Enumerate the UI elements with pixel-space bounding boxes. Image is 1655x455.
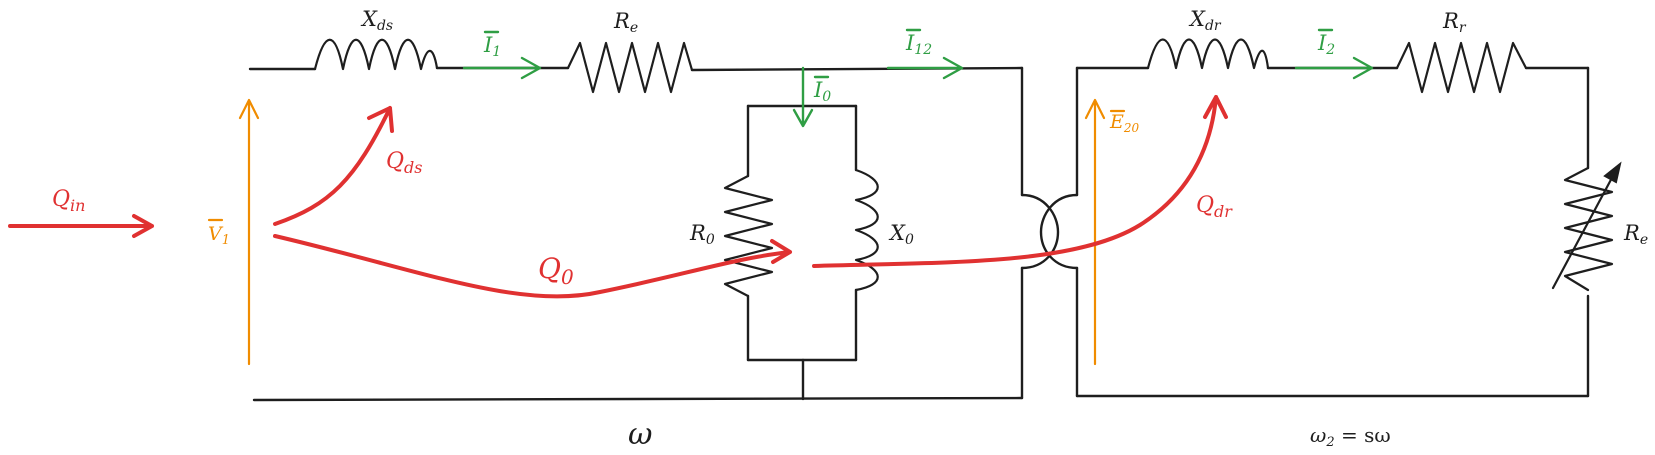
rr-label: Rr [1442, 9, 1467, 36]
xds-label: Xds [360, 7, 393, 34]
labels: Xds Re Xdr Rr Re R0 X0 I1 I12 I0 I2 V1 E… [52, 7, 1648, 452]
top-wire-right [690, 66, 1024, 72]
qds-arrow [273, 106, 394, 226]
r0-label: R0 [689, 221, 715, 248]
variable-arrow-shaft [1551, 172, 1616, 290]
v1-label: V1 [208, 223, 230, 248]
coupling-symbol [1020, 193, 1079, 270]
coupling-loop-left [1020, 193, 1060, 270]
qds-label: Qds [386, 149, 423, 177]
qdr-arrow [812, 95, 1228, 268]
i1-arrow [462, 56, 542, 80]
stator-wires [248, 66, 1024, 402]
rr-resistor [1395, 41, 1528, 94]
v1-arrow [238, 98, 260, 366]
voltage-arrows [238, 98, 1106, 366]
q0-label: Q0 [538, 252, 574, 289]
variable-arrow-head [1603, 161, 1622, 184]
qdr-label: Qdr [1196, 193, 1233, 221]
i2-label: I2 [1317, 31, 1335, 58]
i0-arrow [792, 66, 814, 128]
i0-label: I0 [813, 78, 831, 105]
coupling-loop-right [1039, 193, 1079, 270]
re-label: Re [613, 9, 638, 36]
x0-label: X0 [888, 221, 914, 248]
re-load-label: Re [1623, 221, 1648, 248]
re-resistor [566, 41, 694, 94]
e20-label: E20 [1109, 111, 1140, 135]
omega2-label: ω2 = sω [1310, 423, 1391, 450]
xdr-coil [1146, 38, 1270, 70]
bottom-wire-left [252, 396, 1024, 402]
current-arrows [462, 56, 1374, 128]
qin-label: Qin [52, 187, 85, 215]
i2-arrow [1294, 56, 1374, 80]
rotor-wires [1075, 66, 1590, 398]
x0-coil [854, 168, 879, 292]
i12-label: I12 [905, 31, 932, 58]
i12-arrow [886, 56, 964, 80]
xdr-label: Xdr [1188, 7, 1222, 34]
power-arrows [8, 95, 1228, 299]
omega-label: ω [628, 417, 652, 452]
components [313, 38, 1622, 298]
qin-arrow [8, 214, 154, 238]
i1-label: I1 [483, 33, 501, 60]
r0-resistor [723, 174, 774, 298]
re-variable-resistor [1563, 166, 1614, 292]
q0-arrow [273, 234, 792, 299]
xds-coil [313, 38, 439, 71]
e20-arrow [1084, 98, 1106, 366]
